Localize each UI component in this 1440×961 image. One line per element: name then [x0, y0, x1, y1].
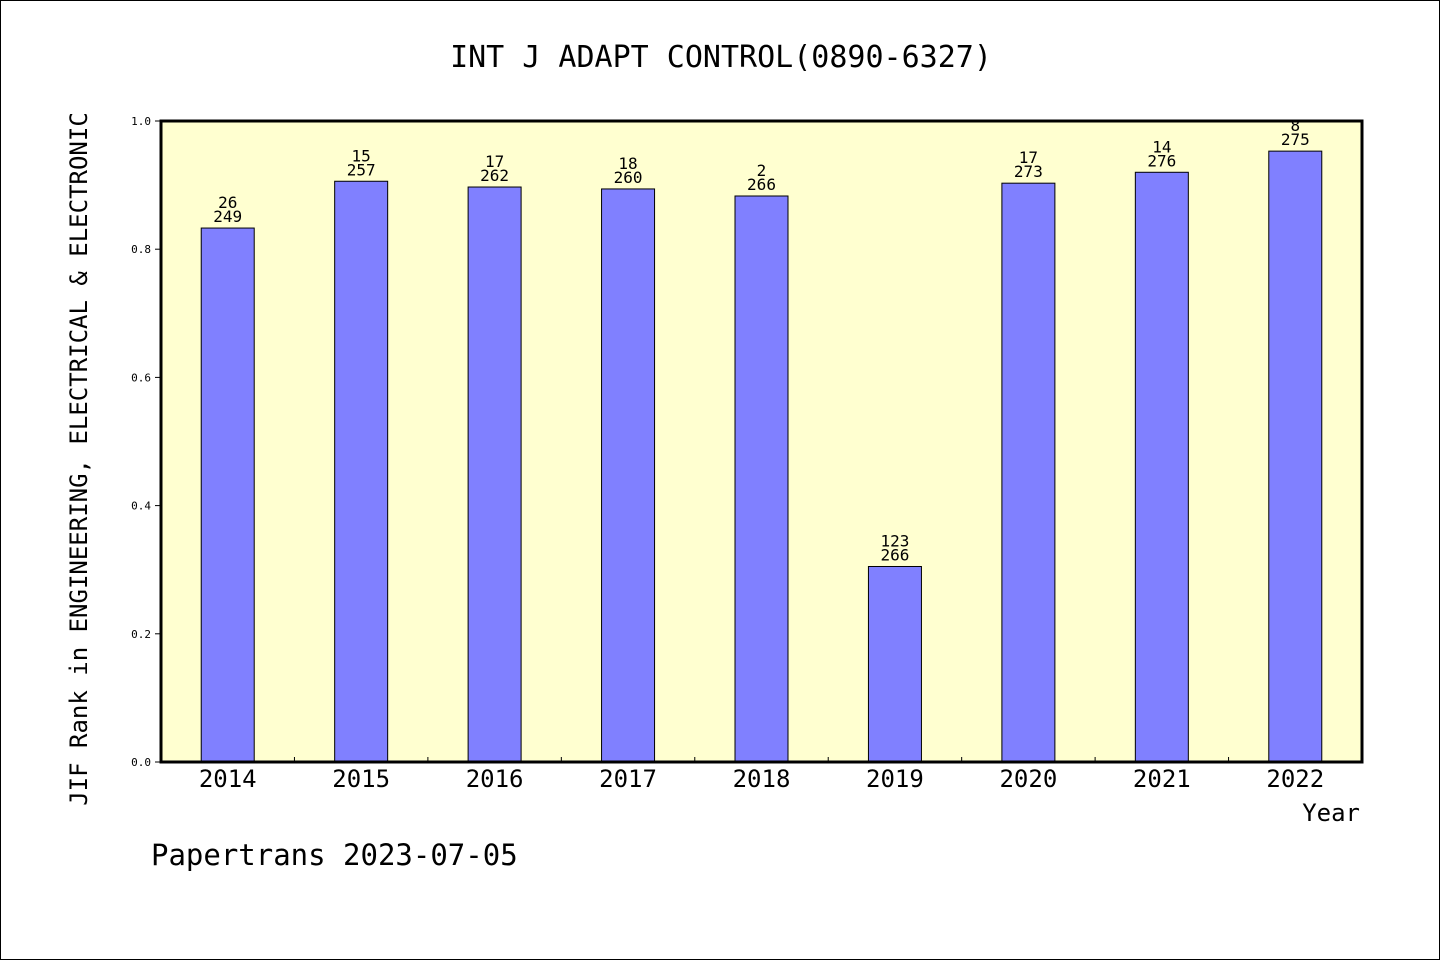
data-label-total: 273: [1014, 162, 1043, 181]
data-label-rank: 17: [485, 152, 504, 171]
data-label-rank: 14: [1152, 137, 1171, 156]
x-tick-label: 2022: [1266, 765, 1324, 793]
data-label-total: 257: [347, 160, 376, 179]
y-tick-label: 0.4: [131, 500, 151, 513]
data-label-total: 262: [480, 166, 509, 185]
x-axis-label: Year: [1302, 799, 1360, 827]
data-label-rank: 8: [1290, 116, 1300, 135]
footer-credit: Papertrans 2023-07-05: [151, 838, 518, 872]
y-tick-label: 1.0: [131, 115, 151, 128]
data-label-total: 266: [747, 175, 776, 194]
data-label-rank: 15: [352, 146, 371, 165]
bar-2022: [1268, 150, 1323, 763]
data-label-rank: 2: [757, 161, 767, 180]
data-label-total: 249: [213, 207, 242, 226]
y-axis-ticks: 0.0 0.2 0.4 0.6 0.8 1.0: [131, 115, 161, 769]
y-tick-label: 0.0: [131, 756, 151, 769]
x-tick-label: 2016: [466, 765, 524, 793]
data-label-total: 275: [1281, 130, 1310, 149]
data-label-rank: 17: [1019, 148, 1038, 167]
data-label-total: 260: [614, 168, 643, 187]
bar-2014: [200, 227, 255, 763]
data-label-rank: 18: [618, 154, 637, 173]
y-tick-label: 0.2: [131, 628, 151, 641]
x-tick-label: 2014: [199, 765, 257, 793]
x-tick-label: 2019: [866, 765, 924, 793]
x-tick-label: 2017: [599, 765, 657, 793]
data-label-total: 276: [1147, 151, 1176, 170]
data-label-rank: 123: [880, 531, 909, 550]
y-axis-label: JIF Rank in ENGINEERING, ELECTRICAL & EL…: [65, 112, 93, 806]
bar-2016: [467, 186, 522, 763]
bar-2020: [1001, 182, 1056, 763]
bar-2018: [734, 195, 789, 763]
bar-2017: [601, 188, 656, 763]
bar-2015: [334, 180, 389, 763]
chart-title: INT J ADAPT CONTROL(0890-6327): [450, 40, 992, 75]
bars-series: [200, 150, 1323, 763]
x-tick-label: 2018: [733, 765, 791, 793]
y-tick-label: 0.8: [131, 243, 151, 256]
y-tick-label: 0.6: [131, 371, 151, 384]
data-label-rank: 26: [218, 193, 237, 212]
x-axis-ticks: 2014 2015 2016 2017 2018 2019 2020 2021 2022: [199, 757, 1324, 793]
x-tick-label: 2015: [332, 765, 390, 793]
plot-border: [159, 119, 1364, 764]
data-label-total: 266: [880, 545, 909, 564]
x-tick-label: 2021: [1133, 765, 1191, 793]
x-tick-label: 2020: [999, 765, 1057, 793]
bar-2019: [867, 565, 922, 763]
bar-2021: [1134, 171, 1189, 763]
